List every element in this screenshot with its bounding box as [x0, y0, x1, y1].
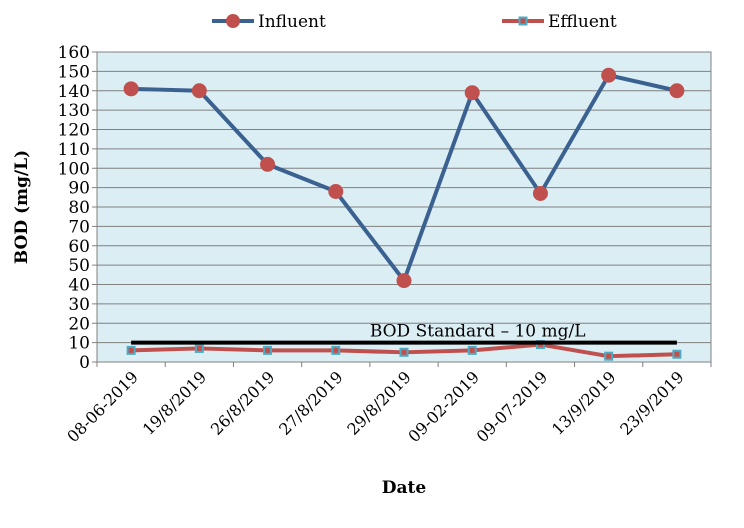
y-tick-label: 110	[58, 140, 90, 160]
x-tick-label: 13/9/2019	[548, 367, 619, 438]
y-tick-label: 80	[68, 198, 90, 218]
y-tick-label: 90	[68, 179, 90, 199]
legend-item-effluent: Effluent	[502, 12, 617, 32]
y-tick-label: 0	[79, 353, 90, 373]
data-point-influent	[532, 185, 548, 201]
y-tick-label: 140	[58, 82, 90, 102]
data-point-effluent	[467, 345, 477, 355]
x-tick-label: 27/8/2019	[275, 367, 346, 438]
x-axis-ticks: 08-06-201919/8/201926/8/201927/8/201929/…	[63, 362, 712, 446]
y-tick-label: 70	[68, 217, 90, 237]
x-tick-label: 19/8/2019	[139, 367, 210, 438]
marker-inner	[265, 347, 271, 353]
x-tick-label: 23/9/2019	[616, 367, 687, 438]
y-tick-label: 10	[68, 334, 90, 354]
y-tick-label: 160	[58, 43, 90, 63]
x-tick-label: 29/8/2019	[343, 367, 414, 438]
x-tick-label: 26/8/2019	[207, 367, 278, 438]
y-tick-label: 120	[58, 121, 90, 141]
marker-inner	[469, 347, 475, 353]
reference-line-layer: BOD Standard – 10 mg/L	[131, 322, 677, 345]
y-tick-label: 130	[58, 101, 90, 121]
data-point-influent	[669, 83, 685, 99]
y-tick-label: 30	[68, 295, 90, 315]
marker-inner	[401, 349, 407, 355]
legend-label: Influent	[258, 12, 326, 32]
x-tick-label: 09-07-2019	[473, 367, 552, 446]
data-point-influent	[464, 85, 480, 101]
marker-inner	[674, 351, 680, 357]
data-point-effluent	[399, 347, 409, 357]
y-tick-label: 20	[68, 314, 90, 334]
bod-standard-label: BOD Standard – 10 mg/L	[370, 322, 586, 342]
data-point-effluent	[672, 349, 682, 359]
x-tick-label: 09-02-2019	[404, 367, 483, 446]
y-tick-label: 50	[68, 256, 90, 276]
x-tick-label: 08-06-2019	[63, 367, 142, 446]
x-axis-title: Date	[382, 478, 427, 498]
data-point-influent	[191, 83, 207, 99]
marker-inner	[606, 353, 612, 359]
data-point-influent	[123, 81, 139, 97]
data-point-effluent	[194, 343, 204, 353]
y-tick-label: 150	[58, 62, 90, 82]
series-layer	[123, 67, 685, 361]
data-point-influent	[328, 184, 344, 199]
legend-item-influent: Influent	[212, 12, 326, 32]
legend-label: Effluent	[548, 12, 617, 32]
legend: Influent Effluent	[212, 12, 617, 32]
y-tick-label: 60	[68, 237, 90, 257]
data-point-effluent	[263, 345, 273, 355]
data-point-effluent	[331, 345, 341, 355]
data-point-influent	[260, 156, 276, 172]
y-tick-label: 40	[68, 276, 90, 296]
legend-marker	[226, 14, 240, 28]
data-point-effluent	[604, 351, 614, 361]
y-axis-title: BOD (mg/L)	[12, 150, 32, 264]
marker-inner	[128, 347, 134, 353]
data-point-influent	[396, 273, 412, 289]
marker-inner	[196, 345, 202, 351]
marker-inner	[333, 347, 339, 353]
data-point-influent	[601, 67, 617, 83]
y-tick-label: 100	[58, 159, 90, 179]
data-point-effluent	[126, 345, 136, 355]
legend-marker-inner	[520, 18, 526, 24]
